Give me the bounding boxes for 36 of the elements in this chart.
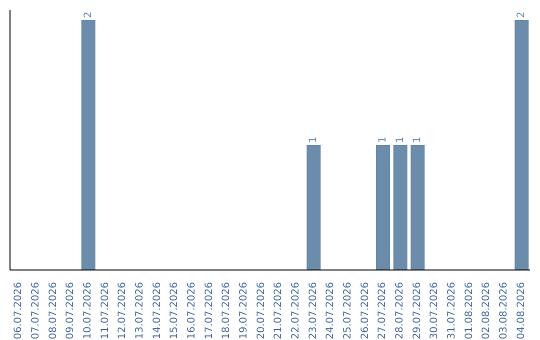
data-label: 1 (412, 136, 424, 143)
x-tick-label: 04.08.2026 (516, 282, 527, 340)
x-tick-label: 25.07.2026 (342, 282, 354, 340)
x-tick-label: 21.07.2026 (273, 282, 284, 340)
x-tick-label: 19.07.2026 (238, 282, 250, 340)
x-tick-label: 31.07.2026 (446, 282, 458, 340)
x-tick-label: 28.07.2026 (394, 282, 406, 340)
x-tick-label: 26.07.2026 (360, 282, 371, 340)
x-tick-label: 29.07.2026 (412, 282, 423, 340)
data-label: 1 (394, 136, 406, 143)
data-label: 2 (516, 12, 528, 18)
x-tick-label: 03.08.2026 (498, 282, 510, 340)
x-tick-label: 27.07.2026 (377, 282, 388, 340)
data-label: 1 (308, 136, 320, 143)
x-tick-label: 08.07.2026 (48, 282, 59, 340)
x-tick-label: 18.07.2026 (221, 282, 232, 340)
x-tick-label: 14.07.2026 (152, 282, 163, 340)
x-tick-label: 13.07.2026 (134, 282, 146, 340)
x-tick-label: 01.08.2026 (464, 282, 475, 340)
x-tick-label: 16.07.2026 (186, 282, 198, 340)
x-tick-label: 06.07.2026 (13, 282, 24, 340)
x-tick-label: 07.07.2026 (30, 282, 42, 340)
x-tick-label: 15.07.2026 (169, 282, 180, 340)
x-tick-label: 20.07.2026 (256, 282, 267, 340)
data-label: 2 (82, 12, 94, 18)
x-tick-label: 12.07.2026 (117, 282, 128, 340)
data-label: 1 (378, 136, 388, 143)
x-tick-label: 24.07.2026 (325, 282, 336, 340)
x-tick-label: 09.07.2026 (65, 282, 76, 340)
x-tick-label: 30.07.2026 (429, 282, 440, 340)
x-tick-label: 17.07.2026 (204, 282, 215, 340)
x-tick-label: 10.07.2026 (82, 282, 94, 340)
x-tick-label: 22.07.2026 (290, 282, 302, 340)
x-tick-label: 23.07.2026 (308, 282, 319, 340)
x-tick-label: 02.08.2026 (481, 282, 492, 340)
x-tick-label: 11.07.2026 (100, 282, 111, 340)
